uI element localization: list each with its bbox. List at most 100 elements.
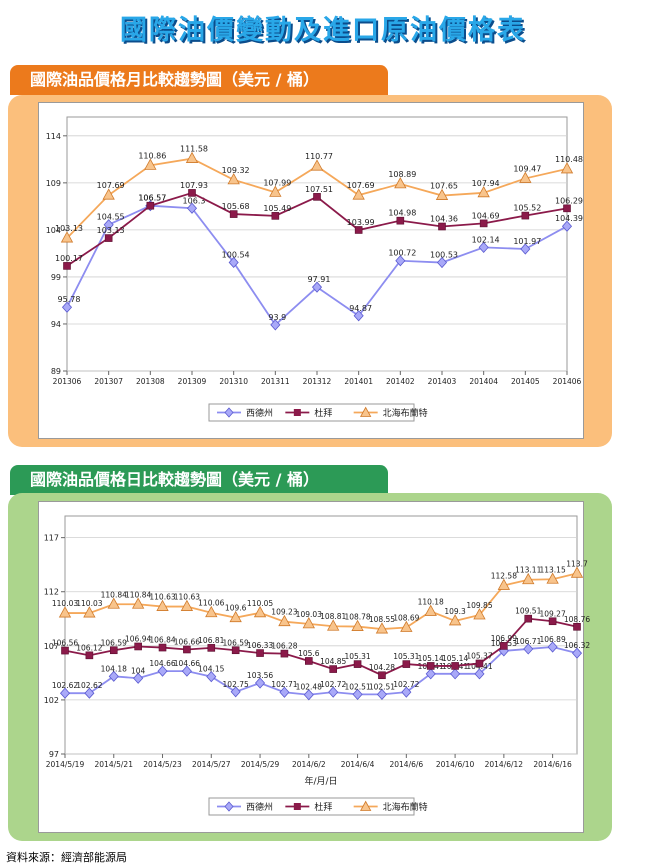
- data-point-wti: [228, 256, 239, 269]
- data-label-brent: 108.78: [344, 613, 370, 622]
- data-point-dubai: [256, 649, 264, 657]
- data-point-dubai: [353, 660, 362, 668]
- data-point-wti: [523, 643, 534, 655]
- data-point-wti: [352, 688, 363, 700]
- data-point-brent: [60, 231, 74, 243]
- data-point-wti: [186, 202, 198, 214]
- data-label-wti: 102.48: [296, 683, 322, 692]
- data-point-wti: [133, 672, 144, 684]
- data-label-dubai: 106.59: [223, 638, 249, 647]
- data-point-brent: [269, 185, 282, 197]
- data-label-dubai: 106.99: [491, 634, 517, 643]
- page-title: 國際油價變動及進口原油價格表: [120, 15, 526, 46]
- data-label-dubai: 106.66: [174, 637, 200, 646]
- data-point-wti: [474, 668, 485, 680]
- data-point-dubai: [231, 646, 240, 655]
- x-tick-label: 2014/6/16: [533, 760, 572, 769]
- y-tick-label: 117: [44, 534, 59, 543]
- x-tick-label: 201311: [261, 377, 290, 386]
- data-label-wti: 102.72: [320, 680, 346, 689]
- data-label-brent: 109.32: [222, 166, 250, 175]
- data-label-dubai: 105.6: [298, 649, 320, 658]
- data-point-brent: [180, 599, 194, 611]
- data-point-dubai: [61, 646, 69, 655]
- data-point-dubai: [354, 226, 363, 234]
- data-label-dubai: 105.14: [418, 654, 444, 663]
- data-point-wti: [157, 665, 168, 677]
- data-label-brent: 107.99: [263, 178, 291, 187]
- data-point-dubai: [63, 262, 71, 270]
- y-tick-label: 102: [44, 696, 59, 705]
- monthly-price-chart: 89 94 99 104 109 114 201306 201307 201308 201309 2…: [38, 102, 584, 439]
- data-point-dubai: [280, 649, 289, 658]
- data-point-dubai: [104, 234, 113, 242]
- data-point-brent: [205, 605, 218, 618]
- data-point-wti: [230, 686, 241, 698]
- data-point-dubai: [146, 201, 155, 210]
- data-point-dubai: [305, 657, 313, 665]
- data-point-wti: [103, 219, 114, 231]
- data-label-dubai: 100.17: [55, 254, 83, 263]
- monthly-chart-banner: 國際油品價格月比較趨勢圖（美元 / 桶）: [10, 65, 388, 95]
- data-point-brent: [546, 572, 559, 584]
- x-tick-label: 2014/6/2: [292, 760, 326, 769]
- legend-label-brent: 北海布蘭特: [383, 407, 428, 419]
- data-label-brent: 110.03: [52, 599, 78, 608]
- data-label-brent: 113.11: [515, 566, 541, 575]
- data-label-dubai: 105.52: [513, 204, 541, 213]
- data-point-wti: [425, 668, 436, 680]
- data-label-dubai: 105.14: [442, 654, 468, 663]
- data-label-dubai: 106.94: [125, 634, 151, 643]
- data-label-brent: 110.05: [247, 599, 273, 608]
- data-label-dubai: 103.99: [347, 218, 375, 227]
- data-point-brent: [435, 188, 449, 200]
- x-tick-label: 2014/5/19: [46, 760, 85, 769]
- legend-label-brent: 北海布蘭特: [383, 801, 428, 813]
- data-label-dubai: 104.69: [472, 211, 500, 220]
- data-label-brent: 111.58: [180, 145, 208, 154]
- data-point-brent: [497, 578, 511, 590]
- data-label-wti: 104.18: [101, 664, 127, 673]
- x-tick-label: 2014/5/29: [241, 760, 280, 769]
- data-label-wti: 102.14: [472, 235, 500, 244]
- data-label-wti: 102.51: [369, 682, 395, 691]
- data-point-dubai: [158, 643, 167, 652]
- data-point-dubai: [524, 614, 533, 623]
- data-label-wti: 97.91: [308, 275, 331, 284]
- data-label-wti: 102.71: [271, 680, 297, 689]
- data-point-wti: [59, 687, 71, 699]
- data-label-brent: 108.89: [388, 170, 416, 179]
- data-point-brent: [107, 597, 120, 609]
- data-point-dubai: [521, 211, 530, 220]
- data-point-brent: [424, 604, 437, 616]
- data-point-brent: [394, 177, 407, 189]
- data-label-brent: 110.84: [101, 590, 127, 599]
- data-label-wti: 102.72: [393, 680, 419, 689]
- data-point-wti: [328, 686, 339, 698]
- y-tick-label: 112: [44, 588, 59, 597]
- data-point-wti: [181, 665, 192, 677]
- data-label-wti: 104.66: [149, 659, 175, 668]
- legend-marker-brent: [359, 800, 372, 811]
- data-point-dubai: [329, 665, 337, 673]
- data-point-brent: [327, 619, 340, 631]
- data-label-brent: 108.69: [393, 614, 419, 623]
- data-point-dubai: [313, 193, 321, 201]
- data-point-brent: [519, 171, 532, 183]
- data-label-dubai: 106.56: [52, 639, 78, 648]
- data-point-dubai: [500, 642, 508, 650]
- x-tick-label: 2014/6/6: [389, 760, 423, 769]
- data-point-brent: [83, 606, 96, 618]
- data-point-dubai: [426, 662, 435, 670]
- legend-marker-wti: [224, 801, 234, 812]
- x-axis-title: 年/月/日: [304, 775, 337, 787]
- data-label-wti: 104: [131, 666, 146, 675]
- data-label-brent: 110.48: [555, 155, 583, 164]
- data-point-wti: [270, 319, 281, 331]
- legend-marker-dubai: [293, 803, 301, 810]
- data-label-brent: 110.03: [76, 599, 102, 608]
- legend-marker-dubai: [293, 409, 301, 416]
- data-point-wti: [450, 668, 461, 680]
- data-label-brent: 107.65: [430, 182, 458, 191]
- data-point-brent: [302, 617, 315, 629]
